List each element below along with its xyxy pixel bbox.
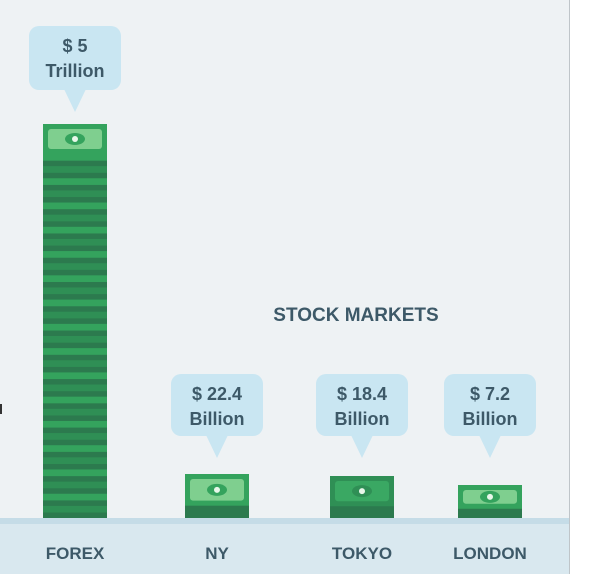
bar-forex-bill [43, 323, 107, 331]
bar-forex-bill [43, 202, 107, 210]
value-label-amount: $ 18.4 [337, 384, 387, 404]
bar-forex-bill [43, 178, 107, 185]
edge-tick-mark [0, 404, 2, 414]
value-label-amount: $ 22.4 [192, 384, 242, 404]
bar-forex-bill [43, 469, 107, 477]
bar-forex-bill [43, 190, 107, 198]
bar-forex-bill [43, 251, 107, 258]
value-label-amount: $ 7.2 [470, 384, 510, 404]
bar-forex-bill [43, 311, 107, 319]
bar-forex-bill [43, 420, 107, 428]
value-label-bubble [29, 26, 121, 90]
bar-forex-bill [43, 384, 107, 392]
bar-forex-bill [43, 275, 107, 283]
bar-forex-bill [43, 433, 107, 440]
bar-forex-bill [43, 287, 107, 295]
bar-forex-body [43, 124, 107, 518]
value-label-ny: $ 22.4 Billion [171, 374, 263, 458]
baseline-band [0, 518, 569, 574]
value-label-unit: Billion [463, 409, 518, 429]
bar-forex-bill [43, 445, 107, 452]
value-label-pointer [351, 435, 373, 458]
bar-london [458, 485, 522, 518]
value-label-unit: Trillion [45, 61, 104, 81]
category-axis: FOREX NY TOKYO LONDON [46, 544, 527, 563]
frame-border [569, 0, 570, 574]
bar-forex [43, 124, 107, 518]
bars-layer [43, 124, 522, 518]
value-label-bubble [171, 374, 263, 436]
bar-forex-bill [43, 214, 107, 222]
bar-forex-bill [43, 408, 107, 416]
bar-forex-bill [43, 226, 107, 234]
bar-forex-bill [43, 372, 107, 380]
category-label-forex: FOREX [46, 544, 105, 563]
bar-bill-dot [214, 486, 220, 493]
bar-forex-bill [43, 299, 107, 307]
bar-forex-bill [43, 238, 107, 246]
bar-forex-bill [43, 505, 107, 513]
bar-ny [185, 474, 249, 518]
bar-forex-bill [43, 493, 107, 501]
bar-tokyo [330, 476, 394, 518]
value-label-bubble [444, 374, 536, 436]
bar-forex-top-dot [72, 136, 78, 142]
bar-forex-bill [43, 263, 107, 270]
value-label-unit: Billion [335, 409, 390, 429]
bar-forex-bill [43, 166, 107, 173]
value-label-bubble [316, 374, 408, 436]
bar-bill-dot [487, 493, 493, 500]
value-label-pointer [479, 435, 501, 458]
chart-canvas: $ 5 Trillion $ 22.4 Billion $ 18.4 Billion $ 7… [0, 0, 569, 574]
category-label-ny: NY [205, 544, 229, 563]
bar-forex-bill [43, 360, 107, 367]
bar-forex-bill [43, 348, 107, 355]
bar-forex-bill [43, 457, 107, 465]
bar-forex-bill [43, 336, 107, 343]
value-label-london: $ 7.2 Billion [444, 374, 536, 458]
value-label-pointer [206, 435, 228, 458]
baseline-edge [0, 518, 569, 524]
category-label-tokyo: TOKYO [332, 544, 392, 563]
bar-forex-bill [43, 154, 107, 161]
value-label-tokyo: $ 18.4 Billion [316, 374, 408, 458]
category-label-london: LONDON [453, 544, 527, 563]
value-label-pointer [64, 89, 86, 112]
stock-markets-label: STOCK MARKETS [273, 305, 438, 326]
bar-bill-dot [359, 488, 365, 495]
bar-forex-bill [43, 396, 107, 404]
bar-forex-bill [43, 481, 107, 489]
value-label-unit: Billion [190, 409, 245, 429]
value-label-amount: $ 5 [62, 36, 87, 56]
value-label-forex: $ 5 Trillion [29, 26, 121, 112]
